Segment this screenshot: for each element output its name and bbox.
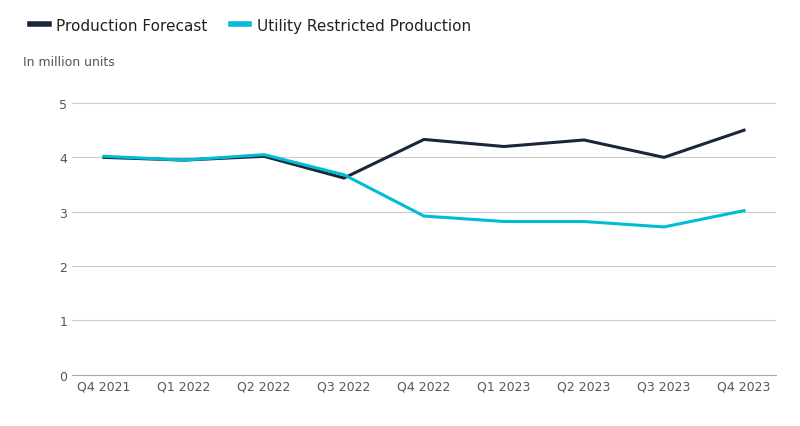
Production Forecast [419, 138, 429, 143]
Line: Production Forecast: Production Forecast [104, 131, 744, 178]
Utility Restricted Production [739, 209, 749, 214]
Utility Restricted Production [659, 225, 669, 230]
Utility Restricted Production [259, 153, 269, 158]
Production Forecast [659, 155, 669, 161]
Text: In million units: In million units [22, 56, 114, 69]
Utility Restricted Production [419, 214, 429, 219]
Production Forecast [179, 158, 189, 163]
Production Forecast [259, 154, 269, 159]
Utility Restricted Production [99, 154, 109, 159]
Utility Restricted Production [499, 219, 509, 225]
Utility Restricted Production [339, 173, 349, 178]
Production Forecast [739, 128, 749, 133]
Production Forecast [499, 144, 509, 150]
Production Forecast [579, 138, 589, 143]
Utility Restricted Production [179, 158, 189, 163]
Production Forecast [339, 176, 349, 181]
Line: Utility Restricted Production: Utility Restricted Production [104, 155, 744, 227]
Utility Restricted Production [579, 219, 589, 225]
Legend: Production Forecast, Utility Restricted Production: Production Forecast, Utility Restricted … [30, 19, 470, 34]
Production Forecast [99, 155, 109, 161]
